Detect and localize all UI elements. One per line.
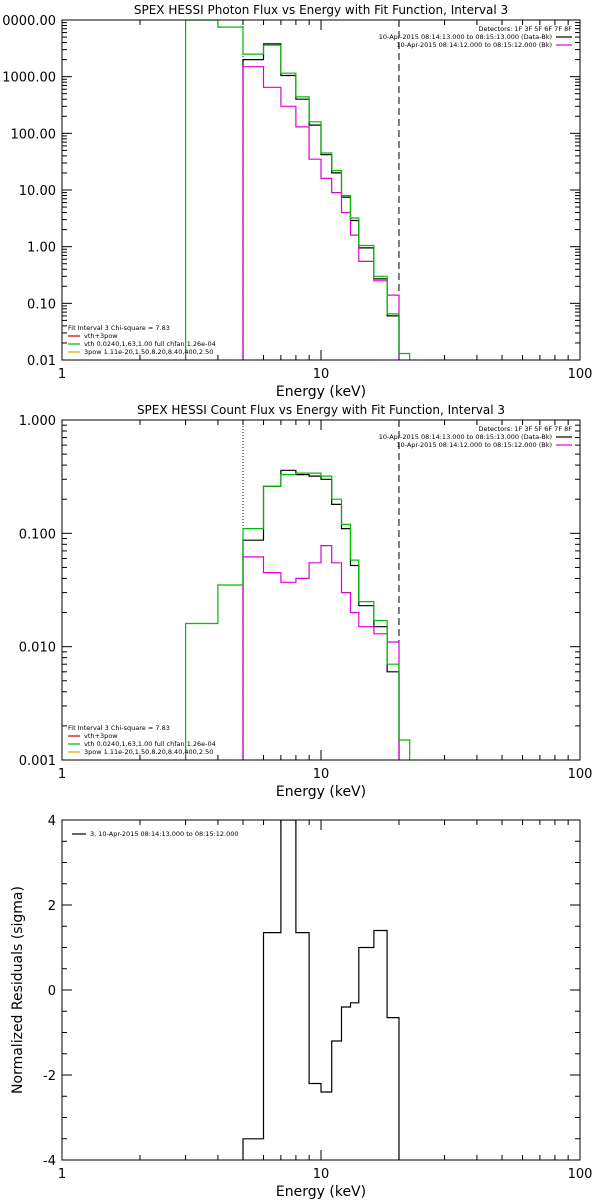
legend-label-data: 10-Apr-2015 08:14:13.000 to 08:15:13.000… [379, 433, 552, 441]
y-tick-label: 0.001 [19, 754, 56, 769]
plot-frame [61, 819, 581, 1161]
y-tick-label: 0000.00 [2, 14, 56, 29]
series-line-1 [242, 820, 400, 1160]
fit-legend-item: 3pow 1.11e-20,1.50,8.20,8.40,400,2.50 [84, 348, 213, 356]
series-line-3 [185, 472, 411, 760]
x-tick-label: 1 [58, 1167, 66, 1182]
x-tick-label: 1 [58, 367, 66, 382]
x-tick-label: 10 [313, 1167, 330, 1182]
x-axis-label: Energy (keV) [276, 784, 366, 800]
y-tick-label: 10.00 [19, 184, 56, 199]
detectors-label: Detectors: 1F 3F 5F 6F 7F 8F [478, 425, 572, 433]
fit-legend-item: vth 0.0240,1.63,1.00 full chfan 1.26e-04 [84, 740, 216, 748]
y-tick-label: 2 [48, 899, 56, 914]
x-tick-label: 100 [568, 767, 593, 782]
y-tick-label: 1.000 [19, 414, 56, 429]
detectors-label: Detectors: 1F 3F 5F 6F 7F 8F [478, 25, 572, 33]
legend-label-background: 10-Apr-2015 08:14:12.000 to 08:15:12.000… [396, 41, 552, 49]
legend-label-data: 10-Apr-2015 08:14:13.000 to 08:15:13.000… [379, 33, 552, 41]
y-tick-label: -2 [43, 1069, 56, 1084]
series-line-2 [242, 545, 400, 760]
chart-title: SPEX HESSI Photon Flux vs Energy with Fi… [134, 3, 508, 17]
residual-legend-label: 3, 10-Apr-2015 08:14:13.000 to 08:15:12.… [90, 830, 239, 838]
y-tick-label: 0.100 [19, 527, 56, 542]
y-tick-label: 0.10 [27, 297, 56, 312]
y-tick-label: 1000.00 [2, 71, 56, 86]
y-tick-label: 0.010 [19, 641, 56, 656]
plot-frame [61, 419, 581, 761]
x-axis-label: Energy (keV) [276, 1184, 366, 1200]
fit-legend-item: vth+3pow [84, 332, 118, 340]
x-tick-label: 100 [568, 367, 593, 382]
y-tick-label: 1.00 [27, 241, 56, 256]
series-line-3 [185, 20, 411, 360]
y-tick-label: 100.00 [11, 127, 57, 142]
fit-legend-item: vth 0.0240,1.63,1.00 full chfan 1.26e-04 [84, 340, 216, 348]
fit-legend-item: 3pow 1.11e-20,1.50,8.20,8.40,400,2.50 [84, 748, 213, 756]
chart-title: SPEX HESSI Count Flux vs Energy with Fit… [137, 403, 505, 417]
y-tick-label: 0 [48, 984, 56, 999]
y-tick-label: -4 [43, 1154, 56, 1169]
x-tick-label: 1 [58, 767, 66, 782]
y-tick-label: 4 [48, 814, 56, 829]
x-tick-label: 10 [313, 767, 330, 782]
y-axis-label: Normalized Residuals (sigma) [10, 886, 26, 1094]
legend-label-background: 10-Apr-2015 08:14:12.000 to 08:15:12.000… [396, 441, 552, 449]
x-tick-label: 10 [313, 367, 330, 382]
series-line-2 [242, 66, 400, 360]
fit-legend-header: Fit Interval 3 Chi-square = 7.83 [68, 324, 170, 332]
fit-legend-item: vth+3pow [84, 732, 118, 740]
x-axis-label: Energy (keV) [276, 384, 366, 400]
x-tick-label: 100 [568, 1167, 593, 1182]
fit-legend-header: Fit Interval 3 Chi-square = 7.83 [68, 724, 170, 732]
plot-frame [61, 19, 581, 361]
y-tick-label: 0.01 [27, 354, 56, 369]
